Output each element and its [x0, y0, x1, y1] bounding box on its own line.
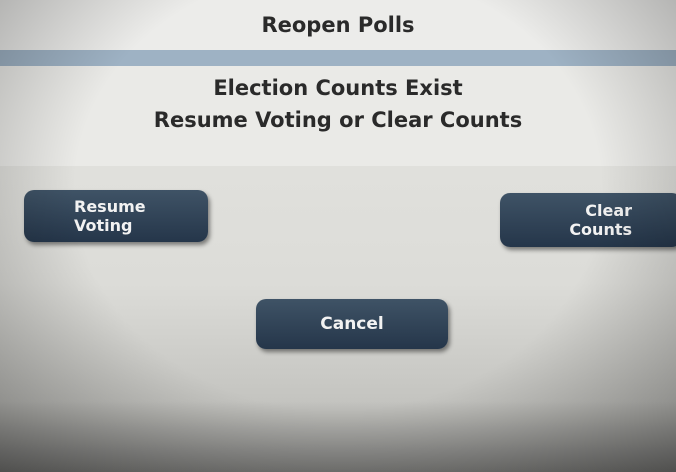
button-text: Counts: [569, 220, 632, 239]
message-line: Resume Voting or Clear Counts: [153, 108, 523, 132]
cancel-button[interactable]: Cancel: [256, 299, 448, 349]
button-text: Voting: [74, 216, 133, 235]
message: Election Counts Exist Resume Voting or C…: [0, 66, 676, 166]
button-text: Resume: [74, 197, 146, 216]
button-text: Cancel: [320, 314, 384, 334]
button-text: Clear: [585, 201, 632, 220]
divider-band: [0, 50, 676, 66]
header-title: Reopen Polls: [0, 0, 676, 50]
message-line: Election Counts Exist: [213, 76, 463, 100]
clear-counts-button[interactable]: Clear Counts: [500, 193, 676, 247]
resume-voting-button[interactable]: Resume Voting: [24, 190, 208, 242]
